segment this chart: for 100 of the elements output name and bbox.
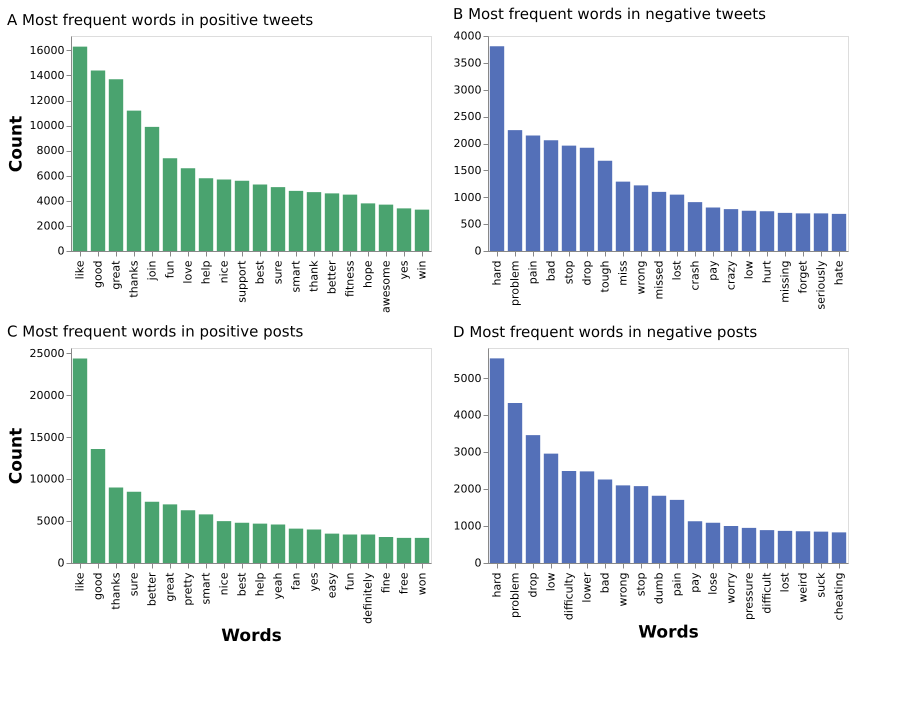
y-tick-label: 5000 [454, 372, 482, 385]
y-tick-label: 500 [460, 218, 482, 231]
x-tick-label: hate [832, 260, 846, 286]
bar [252, 524, 268, 563]
x-tick-label: stop [562, 260, 576, 284]
y-tick-label: 8000 [36, 144, 64, 158]
chart-title: C Most frequent words in positive posts [7, 322, 304, 340]
x-tick-label: pain [526, 260, 540, 284]
y-tick-label: 14000 [30, 68, 64, 82]
x-tick-label: hurt [760, 260, 774, 284]
bar [288, 190, 304, 251]
bar [544, 140, 558, 251]
x-tick-label: better [326, 260, 338, 294]
chart-title: D Most frequent words in negative posts [453, 323, 758, 341]
bar [760, 530, 774, 563]
bar [360, 203, 376, 251]
bar [90, 449, 106, 563]
bar [778, 530, 792, 563]
bar [562, 146, 576, 251]
x-tick-label: suck [814, 572, 828, 598]
x-tick-label: sure [128, 572, 140, 596]
x-tick-label: pay [706, 260, 720, 281]
bar [198, 514, 214, 563]
y-tick-label: 4000 [454, 30, 482, 42]
y-tick-label: 12000 [30, 94, 64, 108]
bar [90, 70, 106, 251]
bar [580, 471, 594, 563]
y-tick-label: 3000 [454, 446, 482, 459]
x-tick-label: free [398, 572, 410, 594]
x-tick-label: bad [544, 260, 558, 282]
bar [814, 532, 828, 563]
bar [760, 211, 774, 251]
bar [508, 403, 522, 563]
bar [378, 537, 394, 563]
bar [378, 204, 394, 251]
bar [162, 504, 178, 563]
y-tick-label: 3000 [454, 83, 482, 96]
bar [832, 214, 846, 251]
y-tick-label: 2000 [454, 482, 482, 496]
bar [670, 194, 684, 251]
x-tick-label: join [146, 260, 158, 282]
x-tick-label: fun [344, 572, 356, 590]
y-axis-title: Count [6, 428, 27, 484]
bar [652, 496, 666, 563]
x-tick-label: definitely [362, 572, 374, 624]
bar [688, 521, 702, 563]
x-tick-label: missing [778, 260, 792, 303]
bar [414, 538, 430, 563]
y-tick-label: 0 [58, 244, 64, 258]
x-tick-label: tough [598, 260, 612, 292]
x-tick-label: like [74, 572, 86, 592]
bar [724, 209, 738, 251]
bar [634, 185, 648, 251]
y-tick-label: 20000 [30, 388, 64, 402]
bar [288, 528, 304, 563]
bar [778, 212, 792, 251]
y-tick-label: 10000 [30, 119, 64, 132]
x-tick-label: worry [724, 572, 738, 604]
x-tick-label: lower [580, 572, 594, 603]
bar [72, 46, 88, 251]
x-tick-label: help [254, 572, 266, 596]
y-tick-label: 0 [58, 556, 64, 570]
y-tick-label: 0 [474, 556, 482, 570]
y-tick-label: 1000 [454, 520, 482, 533]
bar [544, 454, 558, 563]
x-tick-label: wrong [634, 260, 648, 294]
x-tick-label: yes [308, 572, 320, 592]
x-tick-label: thank [308, 260, 320, 292]
bar [180, 168, 196, 251]
bar [616, 182, 630, 251]
x-tick-label: low [544, 572, 558, 592]
bar [598, 160, 612, 251]
bar [598, 480, 612, 563]
bar [796, 213, 810, 251]
bar [216, 180, 232, 251]
bar [252, 184, 268, 251]
x-tick-label: lost [778, 572, 792, 592]
x-tick-label: help [200, 260, 212, 284]
bar [72, 358, 88, 563]
x-tick-label: sure [272, 260, 284, 284]
bar [688, 202, 702, 251]
y-tick-label: 4000 [454, 408, 482, 422]
bar [360, 534, 376, 563]
x-tick-label: cheating [832, 572, 846, 620]
x-tick-label: weird [796, 572, 810, 603]
chart-title: B Most frequent words in negative tweets [453, 5, 766, 23]
y-tick-label: 2500 [454, 110, 482, 124]
bar [670, 500, 684, 563]
bar [108, 488, 124, 563]
y-tick-label: 2000 [36, 219, 64, 232]
x-tick-label: miss [616, 260, 630, 286]
x-tick-label: support [236, 260, 248, 303]
x-tick-label: problem [508, 260, 522, 306]
bar [616, 485, 630, 563]
y-tick-label: 5000 [36, 514, 64, 528]
x-tick-label: smart [290, 260, 302, 293]
x-tick-label: nice [218, 260, 230, 284]
y-tick-label: 0 [474, 244, 482, 258]
x-tick-label: yeah [272, 572, 284, 600]
y-tick-label: 1500 [454, 164, 482, 177]
